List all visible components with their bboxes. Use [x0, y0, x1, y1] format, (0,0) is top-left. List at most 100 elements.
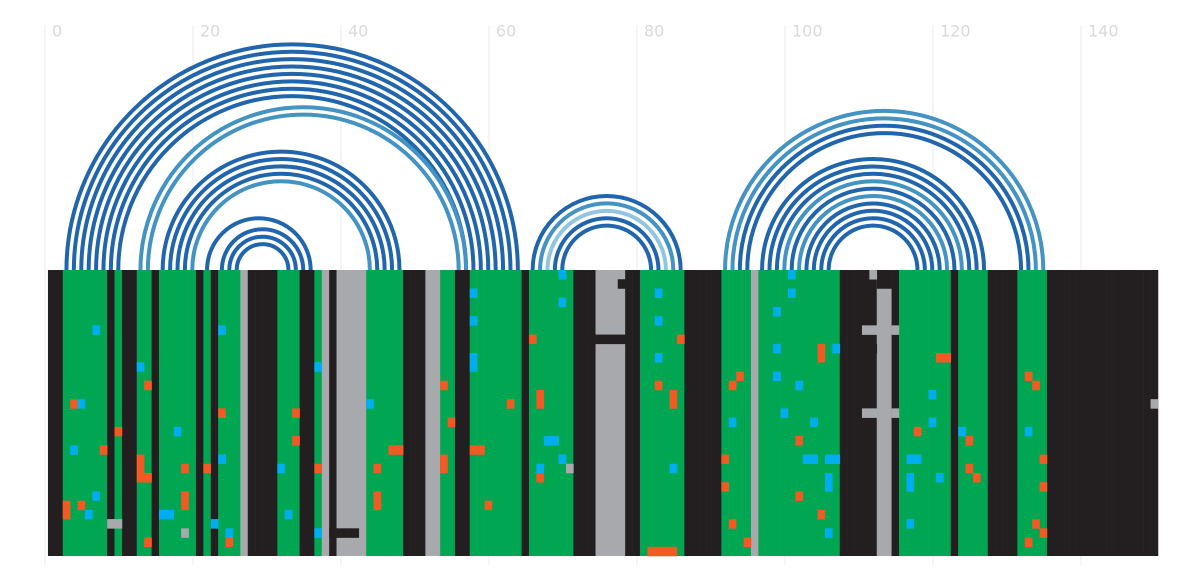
cell [469, 445, 478, 455]
cell [506, 399, 515, 409]
cell [935, 353, 944, 363]
column [417, 270, 426, 556]
cell [181, 491, 189, 501]
column [728, 270, 737, 556]
cell [906, 519, 915, 529]
column [773, 270, 781, 556]
column [832, 270, 841, 556]
column [684, 270, 693, 556]
cell [913, 426, 922, 437]
arc [538, 201, 676, 271]
column [1024, 270, 1033, 556]
cell [906, 482, 915, 492]
arc [160, 149, 402, 271]
cell [1039, 482, 1048, 492]
cell [773, 306, 781, 317]
column [817, 270, 826, 556]
cell [662, 546, 670, 557]
cell [92, 491, 101, 501]
arc [219, 227, 306, 271]
cell [314, 528, 323, 538]
column [158, 270, 167, 556]
column [736, 270, 744, 556]
arc [64, 42, 520, 271]
cell [876, 270, 885, 280]
column [1106, 270, 1114, 556]
cell [543, 436, 552, 446]
cell [551, 436, 559, 446]
cell [817, 353, 826, 363]
column [787, 270, 796, 556]
arc [811, 208, 935, 271]
column [1076, 270, 1085, 556]
column [824, 270, 833, 556]
cell [610, 270, 619, 280]
cell [225, 537, 234, 548]
cell [225, 528, 234, 538]
column [987, 270, 996, 556]
column [750, 270, 759, 556]
column [514, 270, 522, 556]
column [647, 270, 656, 556]
cell [277, 463, 286, 474]
column [898, 270, 907, 556]
cell [210, 519, 219, 529]
cell [181, 500, 189, 511]
column [706, 270, 715, 556]
arc [745, 131, 1024, 271]
cell [469, 316, 478, 326]
x-tick-label: 60 [496, 22, 516, 41]
cell [70, 399, 78, 409]
column [343, 270, 352, 556]
cell [669, 463, 678, 474]
arc [560, 223, 654, 271]
column [928, 270, 937, 556]
arc [760, 157, 987, 271]
cell [884, 270, 892, 280]
arc [552, 216, 661, 271]
cell [810, 454, 818, 465]
cell [366, 399, 374, 409]
cell [773, 343, 781, 354]
column [166, 270, 175, 556]
column [935, 270, 944, 556]
cell [676, 334, 685, 345]
column [743, 270, 752, 556]
cell [565, 463, 574, 474]
cell [773, 371, 781, 382]
arc [723, 108, 1046, 271]
cell [99, 445, 108, 455]
arc [737, 123, 1031, 271]
cell [861, 408, 870, 418]
column [151, 270, 160, 556]
cell [373, 500, 382, 511]
column [795, 270, 804, 556]
cell [77, 399, 86, 409]
column [965, 270, 974, 556]
cell [654, 546, 663, 557]
cell [928, 389, 937, 400]
column [906, 270, 915, 556]
cell [617, 334, 626, 345]
arc [138, 105, 469, 271]
column [713, 270, 722, 556]
column [425, 270, 434, 556]
column [62, 270, 71, 556]
column [210, 270, 219, 556]
x-tick-label: 100 [792, 22, 823, 41]
column [188, 270, 197, 556]
cell [440, 454, 448, 465]
column [336, 270, 345, 556]
column [121, 270, 130, 556]
column [1113, 270, 1122, 556]
cell [144, 380, 152, 391]
arc [782, 179, 964, 271]
cell [1039, 528, 1048, 538]
column [506, 270, 515, 556]
cell [440, 380, 448, 391]
cell [972, 472, 981, 483]
column [721, 270, 730, 556]
column [972, 270, 981, 556]
x-tick-label: 80 [644, 22, 664, 41]
column [536, 270, 545, 556]
